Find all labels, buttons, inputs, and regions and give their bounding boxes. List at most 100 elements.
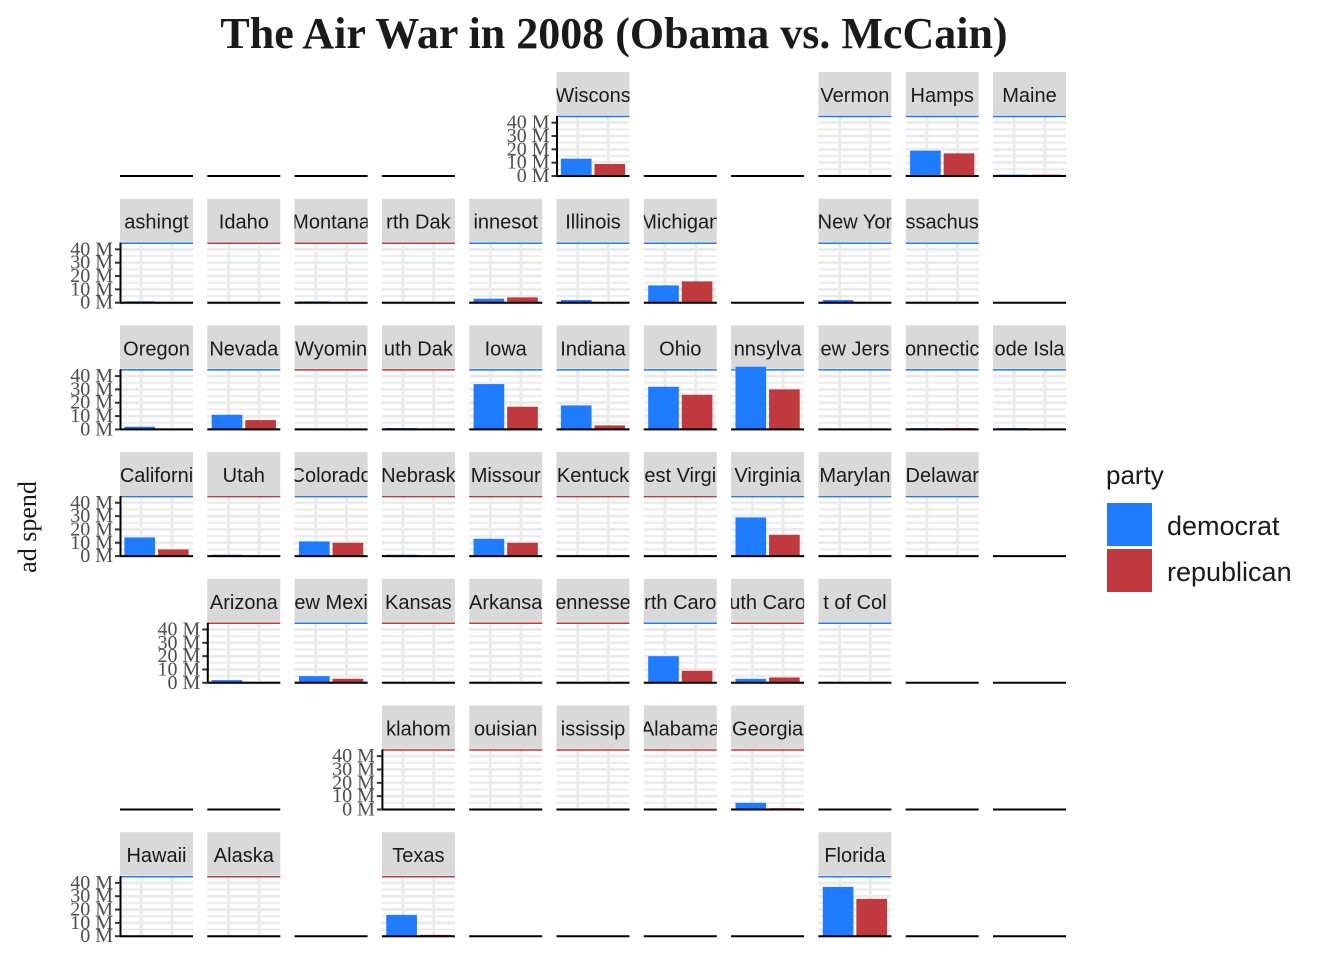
facet-panel-background [731, 749, 805, 810]
y-tick-label: 20 M [70, 392, 113, 414]
facet-strip-label: Kentuck [557, 465, 630, 487]
facet-strip-label: Georgia [732, 719, 804, 741]
facet-montana: Montana [294, 198, 368, 305]
facet-panel-background [556, 242, 630, 303]
facet-panel-background [818, 242, 892, 303]
facet-strip [556, 705, 630, 750]
legend-label-republican: republican [1167, 557, 1292, 587]
facet-strip-label: Wyomin [295, 338, 367, 360]
facet-strip [120, 325, 193, 370]
facet-alaska: Alaska [207, 832, 281, 938]
facet-panel-background [818, 496, 892, 557]
facet-kentucky: Kentuck [556, 452, 630, 558]
facet-nebraska: Nebrask [381, 452, 456, 558]
y-axis-title: ad spend [13, 481, 42, 573]
facet-strip [643, 705, 717, 750]
facet-oklahoma: klahom 0 M10 M20 M30 M40 M [332, 705, 455, 821]
facet-panel-background [381, 622, 455, 683]
facet-minnesota: innesot [469, 198, 543, 305]
facet-strip-label: Illinois [565, 212, 621, 234]
facet-strip [294, 198, 368, 243]
y-tick-label: 10 M [332, 785, 375, 807]
facet-panel-background [818, 369, 892, 430]
y-tick-label: 0 M [80, 418, 113, 440]
bar-virginia-republican [769, 534, 800, 557]
facet-strip-label: Delawar [906, 465, 980, 487]
facet-idaho: Idaho [207, 198, 281, 305]
facet-strip [207, 578, 281, 623]
facet-tennessee: ennesse [556, 578, 630, 685]
bar-new-hampshire-democrat [910, 150, 941, 176]
facet-strip [643, 325, 717, 370]
bar-ohio-republican [681, 394, 713, 430]
facet-maryland: Marylan [818, 452, 892, 558]
bar-wisconsin-democrat [560, 158, 592, 176]
facet-strip [643, 198, 717, 243]
bar-pennsylvania-democrat [735, 366, 767, 430]
y-tick-label: 40 M [70, 872, 113, 894]
y-tick-label: 0 M [80, 545, 113, 567]
facet-oregon: Oregon 0 M10 M20 M30 M40 M [70, 325, 193, 440]
y-tick-label: 30 M [70, 378, 113, 400]
facet-strip [381, 705, 455, 750]
facet-panel-background [643, 496, 717, 557]
facet-strip-label: Indiana [560, 338, 626, 360]
bar-florida-democrat [822, 886, 854, 937]
y-tick-label: 20 M [507, 138, 550, 160]
y-tick-label: 10 M [70, 532, 113, 554]
facet-strip [818, 325, 892, 370]
facet-panel-background [381, 496, 455, 557]
y-tick-label: 10 M [70, 278, 113, 300]
y-tick-label: 30 M [158, 632, 201, 654]
legend-title: party [1106, 460, 1164, 490]
facet-strip-label: Florida [824, 845, 886, 867]
facet-utah: Utah [207, 452, 281, 558]
facet-strip [556, 325, 630, 370]
facet-south-dakota: uth Dak [381, 325, 455, 431]
facet-strip [469, 705, 543, 750]
facet-indiana: Indiana [556, 325, 630, 431]
y-tick-label: 40 M [70, 365, 113, 387]
facet-strip [993, 72, 1066, 116]
facet-panel-background [207, 622, 281, 683]
facet-panel-background [818, 116, 892, 176]
facet-strip-label: Colorado [291, 465, 372, 487]
facet-north-dakota: rth Dak [381, 198, 455, 305]
facet-strip [469, 452, 543, 497]
facet-strip [731, 578, 805, 623]
facet-strip-label: ew Mexi [294, 592, 367, 614]
facet-arkansas: Arkansa [469, 578, 543, 685]
facet-strip-label: New Yor [818, 212, 893, 234]
facet-strip [294, 452, 368, 497]
facet-strip-label: Nebrask [381, 465, 456, 487]
bar-georgia-democrat [735, 802, 767, 810]
bar-arizona-democrat [211, 680, 243, 683]
facet-strip [556, 72, 630, 116]
facet-strip [469, 198, 543, 243]
y-tick-label: 30 M [70, 252, 113, 274]
facet-strip [905, 72, 979, 116]
facet-washington: ashingt 0 M10 M20 M30 M40 M [70, 198, 193, 314]
y-tick-label: 20 M [70, 518, 113, 540]
facet-strip-label: Alabama [641, 719, 721, 741]
facet-strip [643, 578, 717, 623]
facet-panel-background [294, 622, 368, 683]
facet-strip-label: Arkansa [469, 592, 543, 614]
facet-strip-label: uth Caro [729, 592, 806, 614]
bar-nevada-democrat [211, 414, 243, 430]
y-tick-label: 30 M [507, 125, 550, 147]
y-tick-label: 40 M [70, 238, 113, 260]
facet-strip [294, 325, 368, 370]
facet-illinois: Illinois [556, 198, 630, 305]
facet-mississippi: ississip [556, 705, 630, 811]
y-tick-label: 20 M [70, 265, 113, 287]
facet-strip-label: t of Col [823, 592, 886, 614]
facet-panel-background [643, 749, 717, 810]
bar-illinois-democrat [560, 300, 592, 303]
facet-strip [818, 578, 892, 623]
bar-michigan-democrat [648, 285, 679, 303]
facet-strip [905, 198, 979, 243]
facet-strip-label: rth Caro [644, 592, 716, 614]
y-tick-label: 10 M [70, 912, 113, 934]
